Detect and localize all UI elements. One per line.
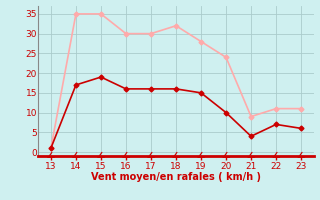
X-axis label: Vent moyen/en rafales ( km/h ): Vent moyen/en rafales ( km/h ) — [91, 172, 261, 182]
